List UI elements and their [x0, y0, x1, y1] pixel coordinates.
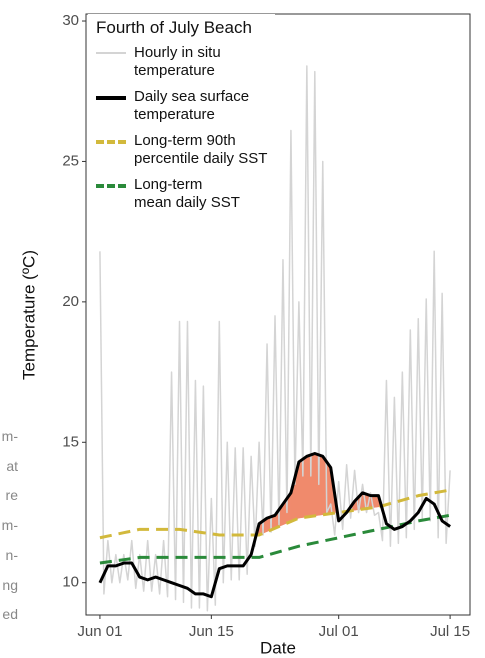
legend-item: Long-term mean daily SST	[96, 176, 267, 212]
y-tick-label: 20	[62, 293, 79, 310]
series-line	[99, 65, 451, 612]
plot-border	[85, 13, 471, 616]
y-tick-label: 10	[62, 574, 79, 591]
legend-label: Daily sea surface temperature	[134, 88, 250, 123]
side-text: m-	[1, 428, 18, 444]
side-text: ng	[2, 576, 18, 593]
y-tick-label: 25	[62, 152, 79, 169]
side-text: m-	[1, 517, 18, 534]
legend-item: Hourly in situ temperature	[96, 44, 267, 80]
x-tick-label: Jul 15	[430, 623, 470, 640]
legend-item: Long-term 90th percentile daily SST	[96, 132, 267, 168]
legend-item: Daily sea surface temperature	[96, 88, 267, 124]
legend-swatch	[96, 52, 126, 54]
legend-label: Long-term mean daily SST	[134, 176, 240, 211]
x-tick-label: Jul 01	[319, 623, 359, 640]
y-tick-label: 30	[62, 12, 79, 29]
side-text: re	[5, 487, 18, 504]
series-line	[98, 452, 451, 599]
legend: Fourth of July Beach Hourly in situ temp…	[88, 14, 276, 226]
y-tick-label: 15	[62, 433, 79, 450]
series-line	[99, 488, 451, 540]
legend-swatch	[96, 140, 126, 144]
x-tick-label: Jun 01	[77, 623, 122, 640]
x-tick-label: Jun 15	[189, 623, 234, 640]
side-text: n-	[5, 546, 18, 563]
side-text: ed	[2, 606, 18, 623]
legend-swatch	[96, 96, 126, 100]
legend-label: Long-term 90th percentile daily SST	[134, 132, 268, 167]
x-axis-title: Date	[260, 638, 296, 657]
y-axis-title: Temperature (ºC)	[19, 250, 38, 380]
legend-swatch	[96, 184, 126, 188]
legend-title: Fourth of July Beach	[96, 18, 252, 37]
side-text: at	[6, 457, 18, 474]
legend-label: Hourly in situ temperature	[134, 44, 221, 79]
